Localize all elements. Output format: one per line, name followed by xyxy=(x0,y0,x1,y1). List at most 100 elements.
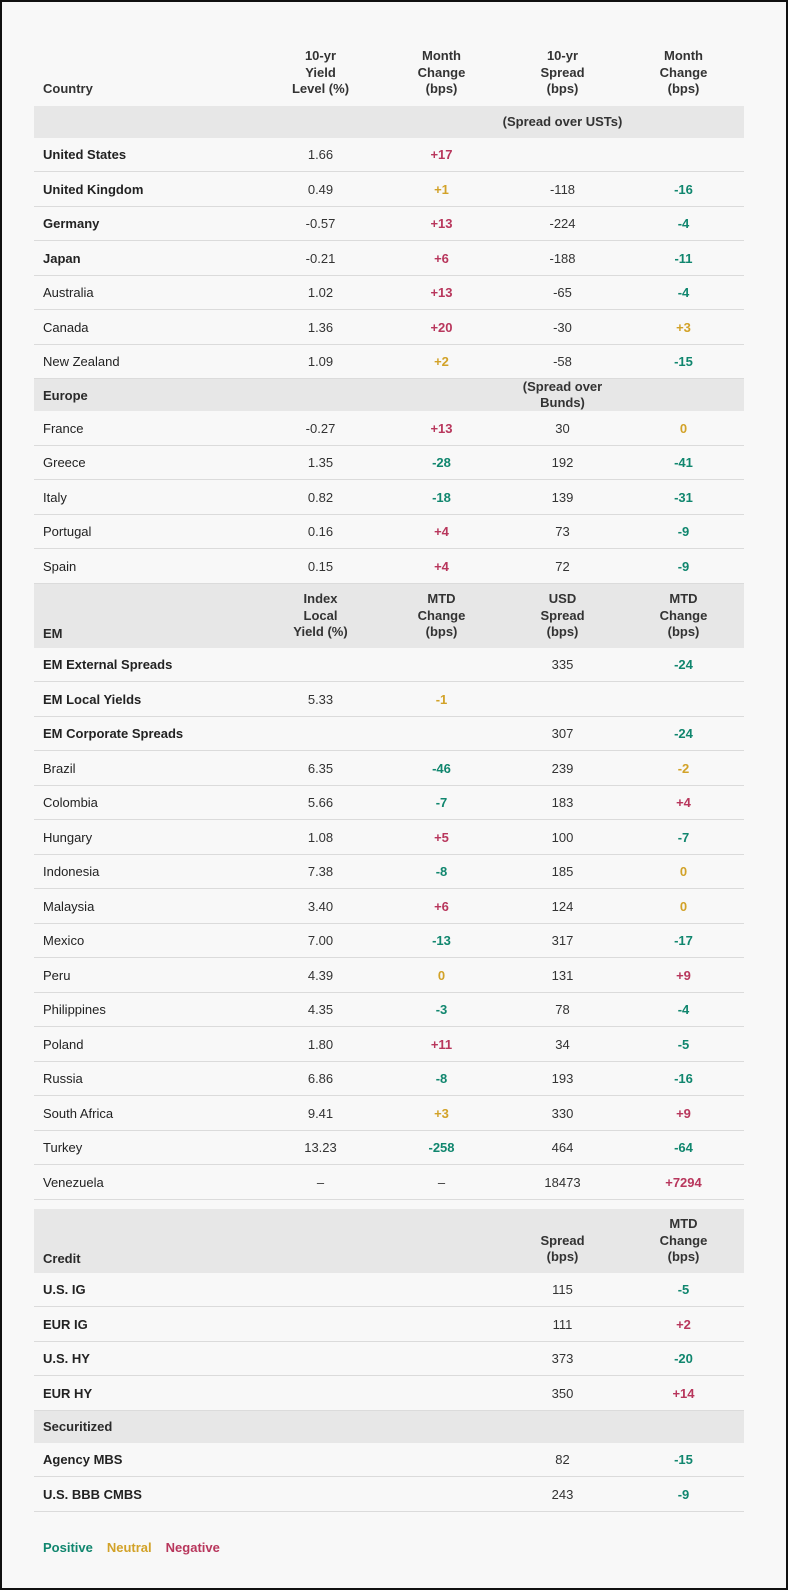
spread-change: -9 xyxy=(677,1486,690,1502)
yield-change: -8 xyxy=(435,1071,448,1087)
spread-value: 185 xyxy=(551,864,574,880)
spread-value: 100 xyxy=(551,829,574,845)
yield-change: +2 xyxy=(434,354,449,370)
table-row: Hungary 1.08 +5 100 -7 xyxy=(34,820,744,855)
spread-change: -15 xyxy=(674,354,693,370)
row-label: United Kingdom xyxy=(43,181,144,197)
spread-value: -30 xyxy=(553,319,572,335)
yield-change: +3 xyxy=(434,1105,449,1121)
table-row: Philippines 4.35 -3 78 -4 xyxy=(34,993,744,1028)
spread-change: +7294 xyxy=(665,1174,702,1190)
yield-change: 0 xyxy=(437,967,446,983)
spread-value: -224 xyxy=(549,216,576,232)
spread-change: -5 xyxy=(677,1036,690,1052)
spread-value: 78 xyxy=(555,1002,570,1018)
yield-change: -258 xyxy=(428,1140,455,1156)
yield-change: +11 xyxy=(430,1036,453,1052)
spread-value: 111 xyxy=(552,1316,573,1332)
spread-value: 317 xyxy=(551,933,574,949)
table-row: Turkey 13.23 -258 464 -64 xyxy=(34,1131,744,1166)
spread-change: +4 xyxy=(676,795,691,811)
spread-value: 115 xyxy=(552,1282,573,1298)
spread-change: +14 xyxy=(672,1385,695,1401)
yield-value: 1.80 xyxy=(307,1036,334,1052)
row-label: Peru xyxy=(43,967,71,983)
yield-value: 5.66 xyxy=(307,795,334,811)
yield-value: 6.35 xyxy=(307,760,334,776)
column-header-spread-change: Month Change (bps) xyxy=(659,48,708,97)
legend: Positive Neutral Negative xyxy=(34,1540,744,1555)
spread-value: 73 xyxy=(555,524,570,540)
yield-change: -46 xyxy=(432,760,451,776)
row-label: Germany xyxy=(43,216,100,232)
yield-value: 6.86 xyxy=(307,1071,334,1087)
yield-change: +4 xyxy=(434,558,449,574)
row-label: Hungary xyxy=(43,829,93,845)
table-row: Australia 1.02 +13 -65 -4 xyxy=(34,276,744,311)
row-label: New Zealand xyxy=(43,354,120,370)
yield-value: 1.36 xyxy=(307,319,334,335)
section-column-header: MTD Change (bps) xyxy=(417,591,466,640)
yield-value: 4.39 xyxy=(307,967,334,983)
row-label: Mexico xyxy=(43,933,85,949)
spread-value: 307 xyxy=(551,726,574,742)
table-row: Spain 0.15 +4 72 -9 xyxy=(34,549,744,584)
section-label: Credit xyxy=(43,1250,81,1266)
row-label: EM External Spreads xyxy=(43,657,173,673)
row-label: EUR HY xyxy=(43,1385,93,1401)
row-label: U.S. IG xyxy=(43,1282,86,1298)
spread-value: 350 xyxy=(551,1385,574,1401)
row-label: Greece xyxy=(43,455,86,471)
yield-value: 7.38 xyxy=(307,864,334,880)
row-label: Portugal xyxy=(43,524,92,540)
table-row: Indonesia 7.38 -8 185 0 xyxy=(34,855,744,890)
row-label: Spain xyxy=(43,558,77,574)
yield-value: 5.33 xyxy=(307,691,334,707)
row-label: South Africa xyxy=(43,1105,114,1121)
table-row: U.S. BBB CMBS 243 -9 xyxy=(34,1477,744,1512)
yield-change: -13 xyxy=(432,933,451,949)
spread-value: 131 xyxy=(551,967,574,983)
yield-change: -7 xyxy=(435,795,448,811)
yield-value: 3.40 xyxy=(307,898,334,914)
spread-value: -188 xyxy=(549,250,576,266)
table-row: Colombia 5.66 -7 183 +4 xyxy=(34,786,744,821)
table-row: EM Local Yields 5.33 -1 xyxy=(34,682,744,717)
spread-value: 139 xyxy=(551,489,574,505)
yield-value: -0.21 xyxy=(305,250,336,266)
table-row: Poland 1.80 +11 34 -5 xyxy=(34,1027,744,1062)
spread-value: 82 xyxy=(555,1452,570,1468)
yield-value: 0.15 xyxy=(307,558,334,574)
spread-value: 192 xyxy=(551,455,574,471)
spread-value: 183 xyxy=(551,795,574,811)
column-header-country: Country xyxy=(43,81,93,97)
section-column-header: MTD Change (bps) xyxy=(659,1216,708,1265)
spread-change: -64 xyxy=(674,1140,693,1156)
table-row: Germany -0.57 +13 -224 -4 xyxy=(34,207,744,242)
yield-change: +13 xyxy=(430,216,453,232)
row-label: Indonesia xyxy=(43,864,100,880)
yield-change: +13 xyxy=(430,285,453,301)
spread-change: +2 xyxy=(676,1316,691,1332)
spread-value: 193 xyxy=(551,1071,574,1087)
spread-change: +9 xyxy=(676,967,691,983)
section-column-header: (Spread over USTs) xyxy=(502,113,623,129)
spread-change: -9 xyxy=(677,524,690,540)
spread-change: +3 xyxy=(676,319,691,335)
spread-change: -31 xyxy=(674,489,693,505)
table-row: EUR IG 111 +2 xyxy=(34,1307,744,1342)
spread-value: 335 xyxy=(551,657,574,673)
yield-change: +13 xyxy=(430,420,453,436)
section-label: Securitized xyxy=(43,1419,113,1435)
yield-value: -0.57 xyxy=(305,216,336,232)
spread-change: -24 xyxy=(674,726,693,742)
spread-change: +9 xyxy=(676,1105,691,1121)
row-label: Poland xyxy=(43,1036,84,1052)
table-header: Country 10-yr Yield Level (%) Month Chan… xyxy=(34,48,744,106)
table-row: Venezuela – – 18473 +7294 xyxy=(34,1165,744,1200)
yield-change: +1 xyxy=(434,181,449,197)
section-column-header: USD Spread (bps) xyxy=(540,591,585,640)
row-label: U.S. HY xyxy=(43,1351,90,1367)
yield-change: -3 xyxy=(435,1002,448,1018)
table-row: U.S. IG 115 -5 xyxy=(34,1273,744,1308)
